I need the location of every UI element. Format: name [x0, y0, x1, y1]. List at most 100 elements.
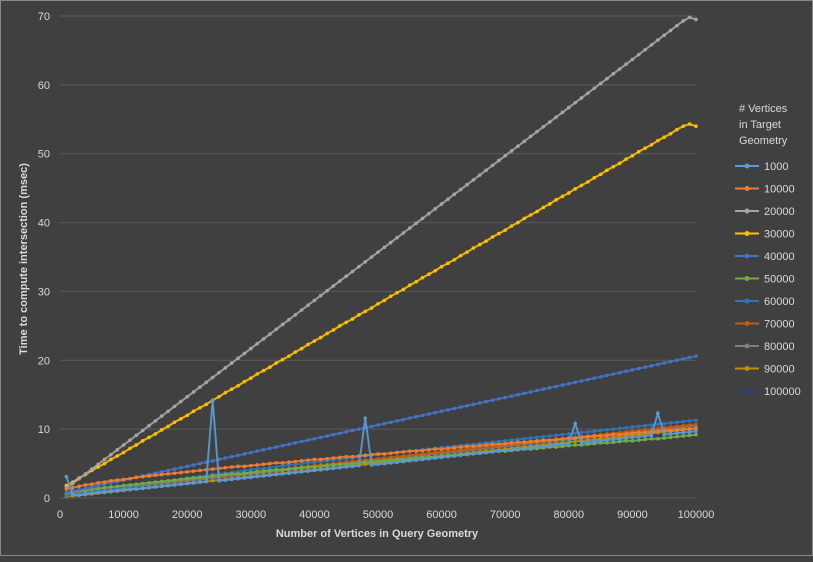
data-point	[255, 449, 259, 453]
data-point	[299, 470, 304, 474]
data-point	[694, 432, 698, 437]
data-point	[439, 409, 444, 414]
data-point	[694, 426, 698, 431]
data-point	[376, 250, 380, 254]
data-point	[458, 187, 463, 192]
data-point	[255, 474, 259, 479]
data-point	[255, 341, 259, 346]
data-point	[401, 417, 406, 422]
data-point	[547, 202, 552, 206]
data-point	[128, 487, 132, 491]
data-point	[681, 124, 686, 128]
data-point	[643, 365, 647, 369]
data-point	[420, 452, 425, 456]
data-point	[147, 435, 151, 440]
data-point	[121, 450, 126, 455]
data-point	[446, 446, 450, 451]
data-point	[223, 456, 228, 460]
data-point	[535, 129, 539, 134]
legend-item: 80000	[735, 341, 795, 353]
data-point	[293, 462, 298, 467]
data-point	[598, 81, 603, 86]
data-point	[115, 454, 120, 458]
data-point	[586, 430, 590, 434]
data-point	[656, 429, 660, 434]
data-point	[388, 294, 393, 299]
data-point	[109, 478, 113, 483]
data-point	[268, 473, 272, 478]
x-tick-label: 80000	[554, 509, 585, 521]
data-point	[395, 235, 399, 240]
data-point	[350, 461, 355, 466]
series-line	[66, 433, 697, 495]
data-point	[338, 455, 342, 460]
data-point	[560, 436, 565, 441]
data-point	[605, 168, 609, 173]
data-point	[204, 380, 209, 385]
data-point	[236, 476, 240, 481]
data-point	[401, 450, 406, 454]
data-point	[261, 474, 266, 478]
data-point	[268, 465, 272, 470]
data-point	[172, 478, 177, 482]
data-point	[458, 445, 463, 449]
x-tick-label: 30000	[236, 509, 267, 521]
data-point	[547, 434, 552, 438]
data-point	[458, 453, 463, 458]
data-point	[598, 428, 603, 433]
data-point	[318, 467, 323, 472]
data-point	[376, 456, 380, 461]
data-point	[630, 439, 635, 443]
data-point	[643, 428, 647, 432]
data-point	[675, 127, 679, 132]
data-point	[376, 462, 380, 467]
data-point	[268, 461, 272, 466]
legend-title-line-1: # Vertices	[739, 103, 788, 115]
data-point	[96, 462, 100, 467]
data-point	[306, 461, 310, 465]
data-point	[649, 433, 654, 438]
data-point	[191, 476, 196, 480]
data-point	[395, 419, 399, 423]
legend-swatch-marker	[744, 343, 750, 349]
data-point	[668, 131, 673, 136]
series-line	[66, 427, 697, 491]
data-point	[624, 439, 628, 443]
data-point	[414, 452, 418, 457]
series-line	[65, 400, 697, 497]
data-point	[229, 472, 234, 476]
legend-item: 40000	[735, 251, 795, 263]
data-point	[179, 417, 183, 421]
data-point	[287, 471, 291, 476]
data-point	[605, 441, 609, 445]
data-point	[611, 432, 616, 437]
data-point	[675, 420, 679, 425]
data-point	[516, 144, 520, 148]
data-point	[344, 320, 349, 325]
data-point	[681, 19, 686, 23]
data-point	[166, 409, 170, 414]
legend-item: 60000	[735, 296, 795, 308]
data-point	[159, 479, 164, 484]
y-tick-label: 0	[44, 493, 50, 505]
x-tick-label: 10000	[108, 509, 139, 521]
data-point	[312, 457, 317, 462]
data-point	[395, 460, 399, 464]
data-point	[325, 331, 329, 336]
data-point	[344, 274, 349, 279]
data-point	[535, 439, 539, 443]
data-point	[490, 163, 495, 168]
data-point	[509, 438, 514, 442]
data-point	[446, 261, 450, 265]
data-point	[299, 346, 304, 351]
data-point	[605, 76, 609, 81]
data-point	[484, 450, 488, 455]
data-point	[223, 366, 228, 370]
data-point	[624, 436, 628, 440]
data-point	[128, 438, 132, 442]
data-point	[408, 416, 412, 420]
data-point	[630, 153, 635, 158]
data-point	[261, 462, 266, 467]
legend-swatch-marker	[744, 208, 750, 214]
data-point	[90, 491, 94, 495]
